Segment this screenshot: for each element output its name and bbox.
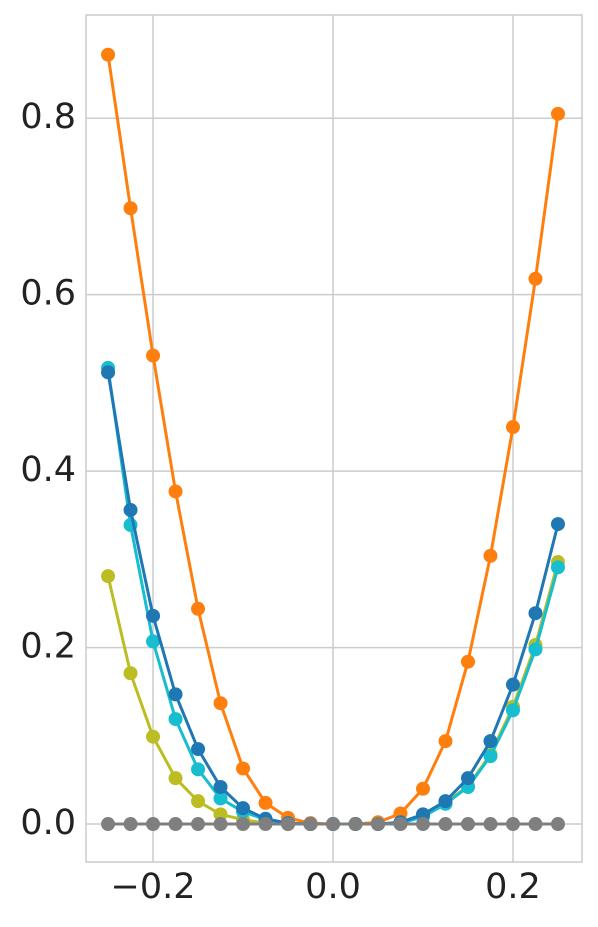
x-tick-label: 0.0: [305, 867, 361, 907]
data-point: [483, 734, 498, 749]
data-point: [101, 569, 116, 584]
data-point: [146, 634, 161, 649]
data-point: [101, 817, 116, 832]
data-point: [191, 817, 206, 832]
data-point: [460, 654, 475, 669]
data-point: [168, 712, 183, 727]
data-point: [438, 794, 453, 809]
data-point: [550, 817, 565, 832]
data-point: [483, 749, 498, 764]
data-point: [191, 601, 206, 616]
data-point: [101, 47, 116, 62]
x-tick-label: 0.2: [485, 867, 541, 907]
data-point: [168, 484, 183, 499]
data-point: [348, 817, 363, 832]
data-point: [191, 742, 206, 757]
data-point: [528, 271, 543, 286]
data-point: [213, 791, 228, 806]
data-point: [146, 817, 161, 832]
data-point: [505, 677, 520, 692]
data-point: [415, 817, 430, 832]
data-point: [326, 817, 341, 832]
data-point: [123, 666, 138, 681]
data-point: [146, 348, 161, 363]
x-tick-label: −0.2: [111, 867, 196, 907]
data-point: [371, 817, 386, 832]
data-point: [146, 729, 161, 744]
y-tick-label: 0.2: [20, 627, 76, 667]
data-point: [168, 817, 183, 832]
data-point: [438, 817, 453, 832]
data-point: [505, 703, 520, 718]
data-point: [528, 817, 543, 832]
data-point: [258, 795, 273, 810]
data-point: [123, 817, 138, 832]
data-point: [415, 781, 430, 796]
data-point: [213, 780, 228, 795]
data-point: [460, 771, 475, 786]
data-point: [483, 817, 498, 832]
data-point: [123, 201, 138, 216]
data-point: [415, 807, 430, 822]
data-point: [550, 517, 565, 532]
data-point: [168, 687, 183, 702]
plot-frame: [85, 14, 583, 863]
y-tick-label: 0.4: [20, 450, 76, 490]
data-point: [460, 817, 475, 832]
data-point: [213, 817, 228, 832]
y-tick-label: 0.8: [20, 97, 76, 137]
data-point: [258, 817, 273, 832]
y-tick-label: 0.6: [20, 274, 76, 314]
data-point: [168, 771, 183, 786]
data-point: [213, 696, 228, 711]
data-point: [236, 761, 251, 776]
data-point: [101, 365, 116, 380]
data-point: [236, 801, 251, 816]
y-tick-label: 0.0: [20, 803, 76, 843]
data-point: [550, 560, 565, 575]
data-point: [550, 106, 565, 121]
data-point: [528, 642, 543, 657]
data-point: [303, 817, 318, 832]
data-point: [505, 817, 520, 832]
data-point: [191, 794, 206, 809]
data-point: [505, 420, 520, 435]
data-point: [483, 548, 498, 563]
data-point: [438, 734, 453, 749]
data-point: [281, 817, 296, 832]
data-point: [236, 817, 251, 832]
data-point: [146, 608, 161, 623]
data-point: [191, 762, 206, 777]
data-point: [213, 807, 228, 822]
data-point: [393, 817, 408, 832]
data-point: [528, 606, 543, 621]
data-point: [123, 502, 138, 517]
